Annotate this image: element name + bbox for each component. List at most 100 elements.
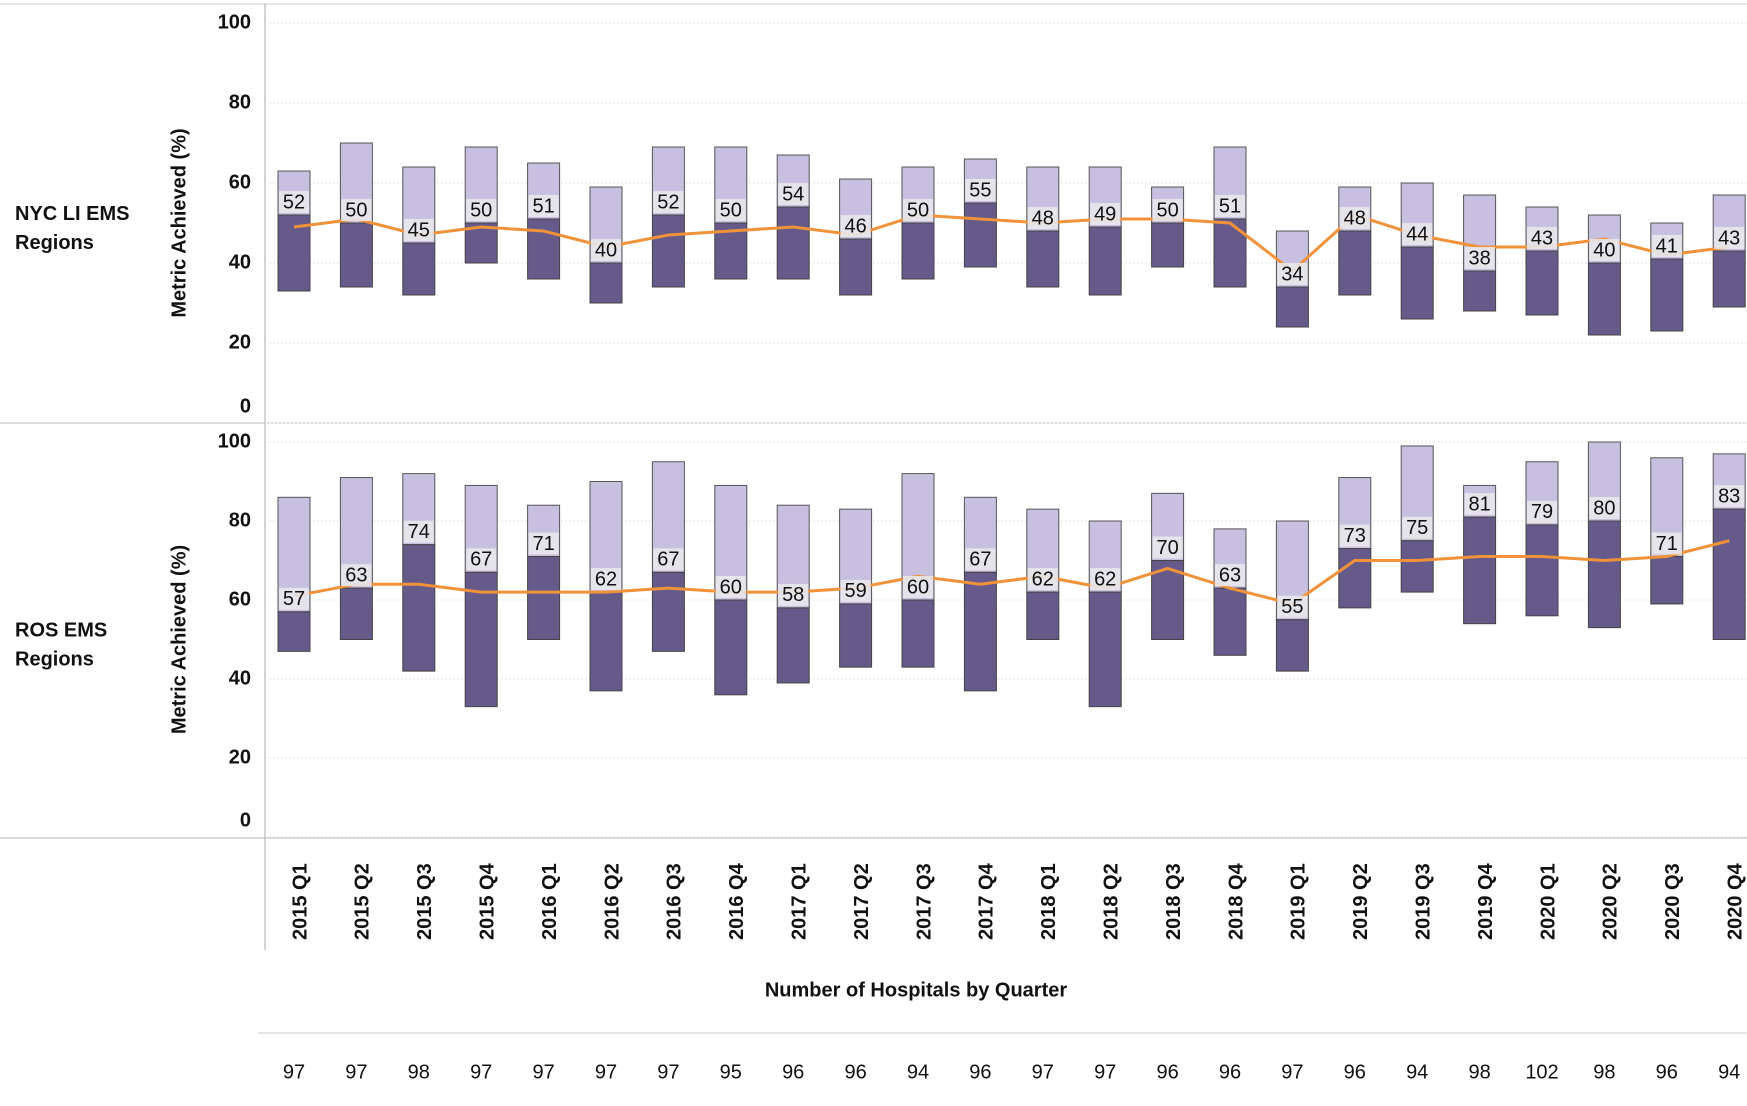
data-label: 46 — [844, 215, 866, 237]
hospital-count: 97 — [345, 1061, 367, 1083]
hospital-count: 97 — [1094, 1061, 1116, 1083]
bar-lower — [527, 218, 561, 280]
bar-lower — [464, 571, 498, 708]
label-box — [1090, 568, 1121, 591]
data-label: 52 — [657, 191, 679, 213]
hospital-count: 94 — [1406, 1061, 1428, 1083]
hospital-count: 96 — [1656, 1061, 1678, 1083]
x-tick-label: 2019 Q2 — [1350, 863, 1372, 940]
label-box — [1714, 485, 1745, 508]
label-box — [1651, 235, 1682, 257]
label-box — [1651, 532, 1682, 555]
data-label: 63 — [345, 564, 367, 586]
bar-lower — [277, 611, 311, 652]
y-tick-label: 80 — [229, 509, 251, 531]
label-box — [715, 199, 746, 221]
data-label: 43 — [1718, 227, 1740, 249]
hospitals-title: Number of Hospitals by Quarter — [765, 979, 1067, 1001]
data-label: 62 — [595, 568, 617, 590]
x-tick-label: 2020 Q3 — [1662, 863, 1684, 940]
hospital-count: 97 — [657, 1061, 679, 1083]
data-label: 75 — [1406, 517, 1428, 539]
y-axis-title: Metric Achieved (%) — [168, 128, 190, 317]
y-tick-label: 60 — [229, 588, 251, 610]
hospital-count: 98 — [1593, 1061, 1615, 1083]
y-tick-label: 40 — [229, 251, 251, 273]
bar-lower — [589, 591, 623, 692]
hospital-count: 98 — [408, 1061, 430, 1083]
hospital-count: 96 — [1344, 1061, 1366, 1083]
data-label: 71 — [532, 533, 554, 555]
hospital-count: 96 — [1219, 1061, 1241, 1083]
data-label: 50 — [345, 199, 367, 221]
bar-lower — [1338, 548, 1372, 609]
bar-lower — [1712, 250, 1746, 308]
bar-lower — [1712, 508, 1746, 640]
hospital-count: 97 — [595, 1061, 617, 1083]
data-label: 40 — [595, 239, 617, 261]
x-tick-label: 2016 Q1 — [539, 863, 561, 940]
bar-lower — [714, 599, 748, 696]
bar-lower — [1463, 270, 1497, 312]
bar-lower — [1650, 258, 1684, 332]
data-label: 38 — [1468, 247, 1490, 269]
bar-lower — [1525, 524, 1559, 617]
data-label: 74 — [408, 521, 430, 543]
data-label: 67 — [657, 549, 679, 571]
label-box — [1027, 568, 1058, 591]
label-box — [715, 576, 746, 598]
bar-lower — [1026, 230, 1060, 288]
label-box — [1277, 263, 1308, 285]
data-label: 50 — [907, 199, 929, 221]
row-label: Regions — [15, 232, 94, 254]
data-label: 80 — [1593, 497, 1615, 519]
y-tick-label: 0 — [240, 395, 251, 417]
bar-lower — [1151, 222, 1185, 268]
data-label: 50 — [1156, 199, 1178, 221]
bar-lower — [1400, 540, 1434, 593]
data-label: 73 — [1344, 525, 1366, 547]
data-label: 83 — [1718, 485, 1740, 507]
data-label: 44 — [1406, 223, 1428, 245]
data-label: 48 — [1344, 207, 1366, 229]
data-label: 63 — [1219, 564, 1241, 586]
bar-lower — [901, 599, 935, 668]
bar-lower — [963, 571, 997, 692]
y-tick-label: 80 — [229, 91, 251, 113]
x-tick-label: 2019 Q1 — [1288, 863, 1310, 940]
data-label: 45 — [408, 219, 430, 241]
bar-lower — [1650, 556, 1684, 605]
label-box — [653, 548, 684, 571]
bar-lower — [1525, 250, 1559, 316]
data-label: 60 — [720, 576, 742, 598]
label-box — [1277, 595, 1308, 618]
data-label: 59 — [844, 580, 866, 602]
data-label: 54 — [782, 183, 804, 205]
label-box — [1402, 516, 1433, 539]
x-tick-label: 2020 Q2 — [1600, 863, 1622, 940]
x-tick-label: 2017 Q4 — [976, 862, 998, 940]
data-label: 55 — [969, 179, 991, 201]
data-label: 67 — [969, 549, 991, 571]
bar-lower — [651, 571, 685, 652]
data-label: 52 — [283, 191, 305, 213]
bar-lower — [1587, 520, 1621, 629]
label-box — [1527, 500, 1557, 523]
label-box — [965, 548, 996, 571]
bar-lower — [402, 242, 436, 296]
bar-lower — [963, 202, 997, 268]
hospital-count: 96 — [1156, 1061, 1178, 1083]
data-label: 34 — [1281, 263, 1303, 285]
x-tick-label: 2019 Q3 — [1412, 863, 1434, 940]
x-tick-label: 2015 Q3 — [414, 863, 436, 940]
bar-lower — [1151, 560, 1185, 640]
data-label: 60 — [907, 576, 929, 598]
data-label: 50 — [720, 199, 742, 221]
y-tick-label: 100 — [218, 11, 251, 33]
data-label: 67 — [470, 549, 492, 571]
bar-lower — [1587, 262, 1621, 336]
bar-lower — [1463, 516, 1497, 625]
x-tick-label: 2015 Q2 — [352, 863, 374, 940]
y-tick-label: 40 — [229, 667, 251, 689]
x-tick-label: 2015 Q1 — [289, 863, 311, 940]
